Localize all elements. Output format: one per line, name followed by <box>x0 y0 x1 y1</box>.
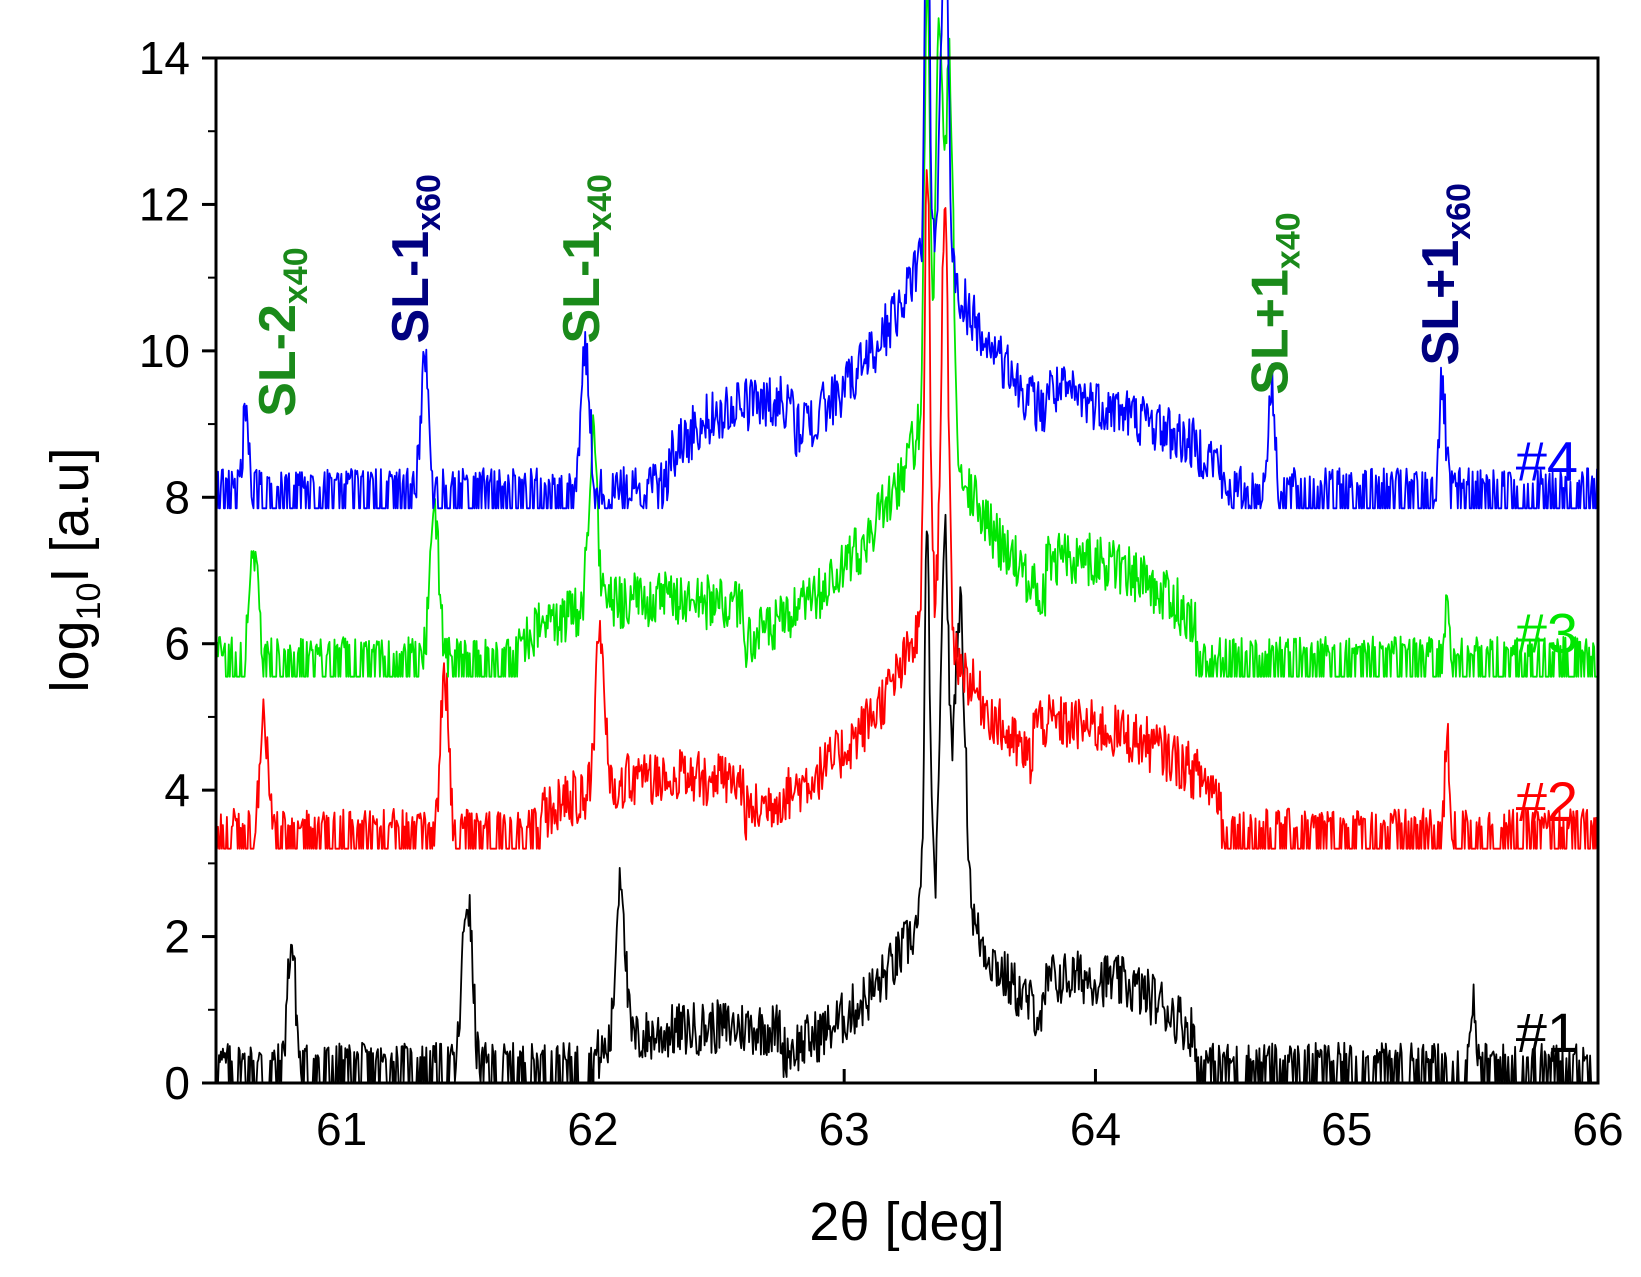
annotation-5: SL+1x60 <box>1412 183 1478 365</box>
annotation-sub: x40 <box>1269 212 1307 269</box>
x-tick-label: 63 <box>819 1103 870 1155</box>
x-axis-title: 2θ [deg] <box>809 1192 1004 1252</box>
series-line-4 <box>216 0 1599 510</box>
annotation-text: SL+1x60 <box>1412 183 1478 365</box>
series-label-2: #2 <box>1516 770 1578 833</box>
series-labels: #4 #3 #2 #1 <box>1516 430 1578 1064</box>
axis-ticks: 61 62 63 64 65 66 0 2 4 6 8 10 12 14 <box>139 32 1624 1155</box>
annotation-sub: x60 <box>1440 183 1478 240</box>
annotation-text: SL-1x60 <box>382 174 448 343</box>
annotation-sub: x40 <box>581 174 619 231</box>
y-tick-label: 12 <box>139 178 190 230</box>
annotation-text: SL-2x40 <box>249 247 315 416</box>
x-tick-label: 64 <box>1070 1103 1121 1155</box>
annotation-text: SL+1x40 <box>1241 212 1307 394</box>
x-tick-label: 62 <box>567 1103 618 1155</box>
series-line-2 <box>215 169 1598 850</box>
y-tick-label: 14 <box>139 32 190 84</box>
series-label-4: #4 <box>1516 430 1578 493</box>
annotation-main: SL-1 <box>553 231 611 344</box>
series-label-1: #1 <box>1516 1001 1578 1064</box>
y-axis-title-sub: 10 <box>70 583 108 621</box>
y-tick-label: 0 <box>164 1057 190 1109</box>
y-tick-label: 6 <box>164 618 190 670</box>
series-line-1 <box>216 513 1598 1084</box>
annotation-main: SL+1 <box>1412 240 1470 366</box>
annotation-main: SL-2 <box>249 304 307 417</box>
annotation-1: SL-2x40 <box>249 247 315 416</box>
annotation-text: SL-1x40 <box>553 174 619 343</box>
x-tick-label: 66 <box>1572 1103 1623 1155</box>
series-group <box>215 0 1599 1084</box>
x-tick-label: 61 <box>316 1103 367 1155</box>
y-tick-label: 8 <box>164 471 190 523</box>
annotation-main: SL+1 <box>1241 269 1299 395</box>
annotation-main: SL-1 <box>382 231 440 344</box>
annotation-sub: x40 <box>277 247 315 304</box>
y-tick-label: 4 <box>164 764 190 816</box>
annotation-2: SL-1x60 <box>382 174 448 343</box>
y-axis-title: log10I [a.u] <box>40 448 108 693</box>
series-line-3 <box>215 0 1598 678</box>
annotation-4: SL+1x40 <box>1241 212 1307 394</box>
y-tick-label: 10 <box>139 325 190 377</box>
annotation-sub: x60 <box>410 174 448 231</box>
y-axis-title-tail: I [a.u] <box>40 448 100 583</box>
y-tick-label: 2 <box>164 911 190 963</box>
annotation-3: SL-1x40 <box>553 174 619 343</box>
x-tick-label: 65 <box>1321 1103 1372 1155</box>
series-label-3: #3 <box>1516 602 1578 665</box>
y-axis-title-main: log <box>40 620 100 692</box>
